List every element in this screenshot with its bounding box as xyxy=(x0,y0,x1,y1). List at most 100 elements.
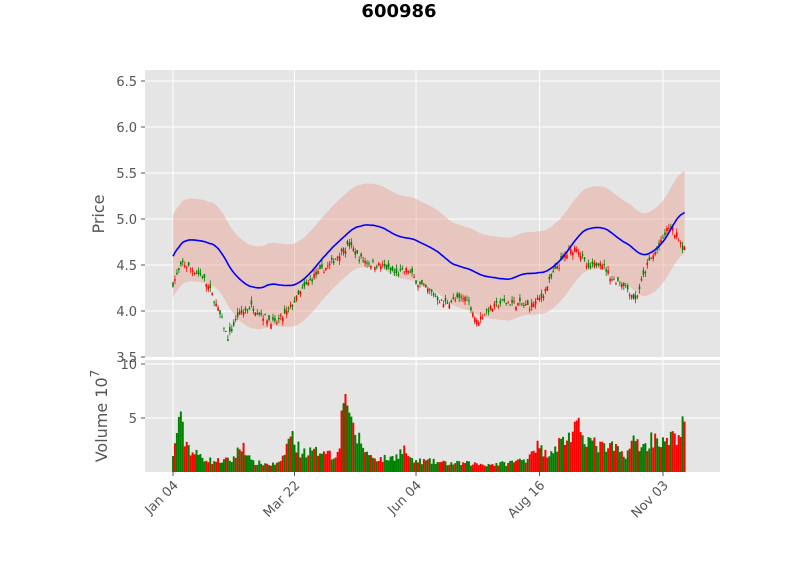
candle-body xyxy=(664,232,666,236)
candle-body xyxy=(530,302,533,307)
volume-bar xyxy=(411,458,414,472)
candle-body xyxy=(354,251,357,255)
volume-bar xyxy=(271,462,274,472)
volume-bar xyxy=(430,463,433,472)
volume-bar xyxy=(487,463,490,472)
candle-body xyxy=(348,242,351,247)
volume-bar xyxy=(464,463,467,472)
volume-bar xyxy=(466,461,468,472)
candle-body xyxy=(258,312,261,315)
volume-y-axis-label: Volume 107 xyxy=(88,370,111,463)
volume-bar xyxy=(583,444,586,472)
volume-y-tick-label: 5 xyxy=(129,412,137,427)
candle-body xyxy=(499,300,502,304)
candle-body xyxy=(540,293,543,298)
candle-body xyxy=(536,297,539,300)
candle-body xyxy=(350,242,353,245)
candle-body xyxy=(270,324,272,329)
volume-bar xyxy=(554,446,557,472)
volume-bar xyxy=(546,457,549,472)
volume-bar xyxy=(436,462,439,472)
volume-y-tick-label: 10 xyxy=(120,358,137,373)
x-axis-ticks: Jan 04 Mar 22 Jun 04 Aug 16 Nov 03 xyxy=(142,472,672,521)
candle-body xyxy=(444,298,447,302)
volume-bar xyxy=(448,464,451,472)
volume-bar xyxy=(283,454,286,472)
candle-body xyxy=(642,270,645,275)
volume-bar xyxy=(254,465,257,472)
volume-bar xyxy=(544,449,547,472)
volume-bar xyxy=(475,463,478,472)
candle-body xyxy=(558,267,560,269)
volume-bar xyxy=(660,447,663,472)
volume-bar xyxy=(173,443,176,472)
volume-panel: 5 10 Volume 107 xyxy=(88,358,720,472)
volume-bar xyxy=(534,452,537,472)
candle-body xyxy=(372,260,374,262)
volume-bar xyxy=(485,466,488,472)
volume-bar xyxy=(550,451,553,472)
volume-bar xyxy=(317,455,320,472)
candle-body xyxy=(287,308,290,310)
candle-body xyxy=(280,315,282,317)
x-tick-label: Jun 04 xyxy=(385,478,425,518)
volume-bar xyxy=(252,460,255,472)
volume-y-ticks: 5 10 xyxy=(120,358,145,427)
volume-bar xyxy=(556,451,559,472)
volume-bar xyxy=(199,454,202,472)
volume-bar xyxy=(446,465,449,472)
candle-body xyxy=(346,241,349,245)
candle-body xyxy=(278,317,280,320)
candle-body xyxy=(603,263,605,265)
volume-bar xyxy=(538,448,541,472)
volume-bar xyxy=(675,444,678,472)
candle-body xyxy=(613,278,615,280)
volume-bar xyxy=(250,459,253,472)
candle-body xyxy=(617,277,619,281)
volume-bar xyxy=(515,460,517,472)
volume-bar xyxy=(560,438,563,472)
volume-bar xyxy=(681,416,684,472)
volume-bar xyxy=(497,465,500,472)
volume-bar xyxy=(648,448,651,472)
volume-bar xyxy=(358,432,361,472)
volume-bar xyxy=(614,443,617,472)
candle-body xyxy=(430,289,433,292)
volume-bar xyxy=(368,455,370,472)
volume-bar xyxy=(469,465,472,472)
volume-bar xyxy=(203,461,206,472)
candle-body xyxy=(344,250,347,254)
volume-bar xyxy=(293,444,296,472)
candle-body xyxy=(399,268,402,271)
volume-bar xyxy=(209,457,212,472)
volume-bar xyxy=(462,462,465,472)
candle-body xyxy=(401,268,404,270)
volume-bar xyxy=(336,451,339,472)
candle-body xyxy=(593,262,596,267)
candle-body xyxy=(650,257,653,259)
volume-bar xyxy=(415,460,418,472)
candle-body xyxy=(446,302,449,304)
candle-body xyxy=(183,265,186,267)
volume-bar xyxy=(393,460,396,472)
volume-bar xyxy=(536,440,539,472)
volume-bar xyxy=(246,455,249,472)
candle-body xyxy=(264,314,266,316)
volume-bar xyxy=(428,458,431,472)
candle-body xyxy=(652,255,654,259)
volume-bar xyxy=(256,464,259,472)
candle-body xyxy=(509,304,511,306)
volume-bar xyxy=(330,459,333,472)
volume-bar xyxy=(342,403,345,472)
volume-bar xyxy=(542,456,545,472)
volume-bar xyxy=(438,462,441,472)
volume-bar xyxy=(513,462,516,472)
candle-body xyxy=(364,260,366,264)
volume-bar xyxy=(346,405,349,472)
candle-body xyxy=(597,263,600,265)
volume-bar xyxy=(673,433,676,472)
candle-body xyxy=(272,317,274,320)
candle-body xyxy=(403,271,406,273)
volume-bar xyxy=(409,457,412,472)
volume-y-axis-label-text: Volume 10 xyxy=(92,377,111,462)
